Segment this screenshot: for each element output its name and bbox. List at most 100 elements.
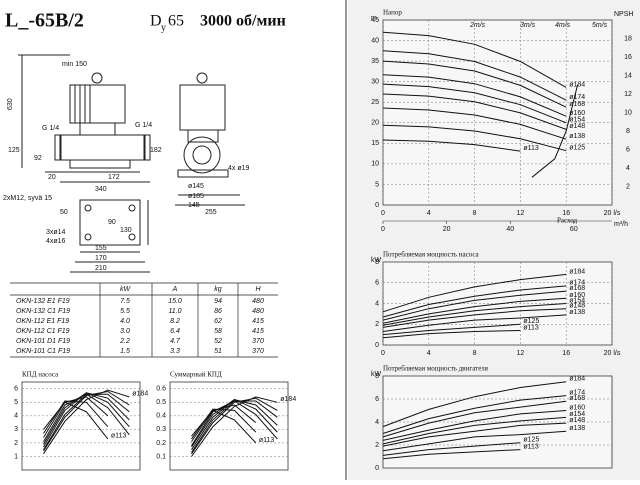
table-cell: 415	[252, 318, 264, 325]
y-tick-label: 8	[375, 373, 379, 380]
curve-label: ø113	[523, 145, 539, 152]
curve-label: ø154	[569, 411, 585, 418]
curve-label: ø113	[523, 324, 539, 331]
x-tick-label: 0	[381, 350, 385, 357]
curve-label: ø168	[569, 285, 585, 292]
curve	[382, 323, 521, 336]
table-cell: 11.0	[168, 308, 181, 315]
y-tick-label: 0.2	[156, 440, 166, 447]
x-tick-label: 20 l/s	[604, 350, 621, 357]
table-cell: 86	[214, 308, 222, 315]
curve-label: ø184	[569, 268, 585, 275]
table-cell: 6.4	[170, 328, 180, 335]
curve	[531, 84, 579, 178]
table-cell: OKN-101 D1 F19	[16, 338, 70, 345]
y-tick-label: 6	[14, 386, 18, 393]
x2-tick-label: 40	[506, 226, 514, 233]
curve-label: ø125	[569, 145, 585, 152]
dn-value: 65	[168, 13, 184, 30]
y-tick-label: 0.6	[156, 386, 166, 393]
curve-label: ø160	[569, 404, 585, 411]
y-tick-label: 0	[375, 342, 379, 349]
x-tick-label: 0	[381, 210, 385, 217]
curve-label: ø113	[111, 433, 127, 440]
table-cell: OKN-132 E1 F19	[16, 298, 70, 305]
velocity-label: 4m/s	[555, 22, 571, 29]
y-tick-label: 5	[14, 399, 18, 406]
curve	[382, 395, 567, 434]
table-cell: 8.2	[170, 318, 180, 325]
table-cell: 2.2	[119, 338, 130, 345]
dimension-label: min 150	[62, 61, 87, 68]
y2-axis-label: NPSH	[614, 11, 633, 18]
dimension-label: 340	[95, 186, 107, 193]
table-cell: 7.5	[120, 298, 130, 305]
x-tick-label: 4	[427, 350, 431, 357]
curve	[382, 60, 567, 108]
y-axis-label: m	[371, 15, 377, 22]
curve	[382, 285, 567, 318]
dimension-label: 90	[108, 219, 116, 226]
y2-tick-label: 10	[624, 109, 632, 116]
curve	[382, 74, 567, 117]
table-header: kg	[214, 286, 222, 293]
y-tick-label: 4	[14, 413, 18, 420]
x2-axis-label: m³/h	[614, 221, 628, 228]
speed: 3000 об/мин	[200, 13, 286, 30]
y-tick-label: 2	[14, 440, 18, 447]
table-grid	[10, 282, 278, 358]
curve	[382, 442, 521, 456]
curve	[382, 273, 567, 313]
y-tick-label: 4	[375, 419, 379, 426]
dimension-label: 210	[95, 265, 107, 272]
y-tick-label: 0.4	[156, 413, 166, 420]
curve-label: ø160	[569, 110, 585, 117]
x2-tick-label: 20	[443, 226, 451, 233]
y-tick-label: 0.5	[156, 399, 166, 406]
chart-title: Суммарный КПД	[170, 371, 222, 379]
table-cell: 415	[252, 328, 264, 335]
curve	[382, 314, 567, 332]
y-tick-label: 25	[371, 99, 379, 106]
table-cell: 62	[214, 318, 222, 325]
curve-label: ø168	[569, 395, 585, 402]
curve-label: ø174	[569, 94, 585, 101]
curve	[382, 330, 521, 339]
curve	[382, 308, 567, 328]
curve-label: ø148	[569, 417, 585, 424]
y-tick-label: 15	[371, 140, 379, 147]
curve-label: ø174	[569, 280, 585, 287]
dimension-label: 92	[34, 155, 42, 162]
x2-tick-label: 60	[570, 226, 578, 233]
curve-label: ø184	[132, 391, 148, 398]
table-cell: OKN-101 C1 F19	[16, 348, 70, 355]
dimension-label: G 1/4	[135, 122, 152, 129]
y-tick-label: 8	[375, 259, 379, 266]
curve	[191, 409, 257, 444]
y-axis-label: kW	[371, 371, 382, 378]
dimension-label: 20	[48, 174, 56, 181]
y-tick-label: 40	[371, 37, 379, 44]
curve-label: ø184	[280, 396, 296, 403]
curve-label: ø154	[569, 297, 585, 304]
x-tick-label: 4	[427, 210, 431, 217]
curve	[382, 381, 567, 428]
y2-tick-label: 6	[626, 146, 630, 153]
curve	[382, 139, 521, 152]
table-cell: 4.0	[120, 318, 130, 325]
curve	[382, 430, 567, 452]
y2-tick-label: 12	[624, 91, 632, 98]
table-cell: 5.5	[120, 308, 130, 315]
table-cell: 4.7	[170, 338, 181, 345]
curve-label: ø138	[569, 425, 585, 432]
curve-label: ø113	[259, 437, 275, 444]
y-tick-label: 20	[371, 120, 379, 127]
dimension-label: 182	[150, 147, 162, 154]
curve	[43, 396, 109, 438]
curve-label: ø125	[523, 437, 539, 444]
curve	[382, 83, 567, 124]
y-tick-label: 35	[371, 58, 379, 65]
y-tick-label: 6	[375, 396, 379, 403]
y-tick-label: 6	[375, 280, 379, 287]
